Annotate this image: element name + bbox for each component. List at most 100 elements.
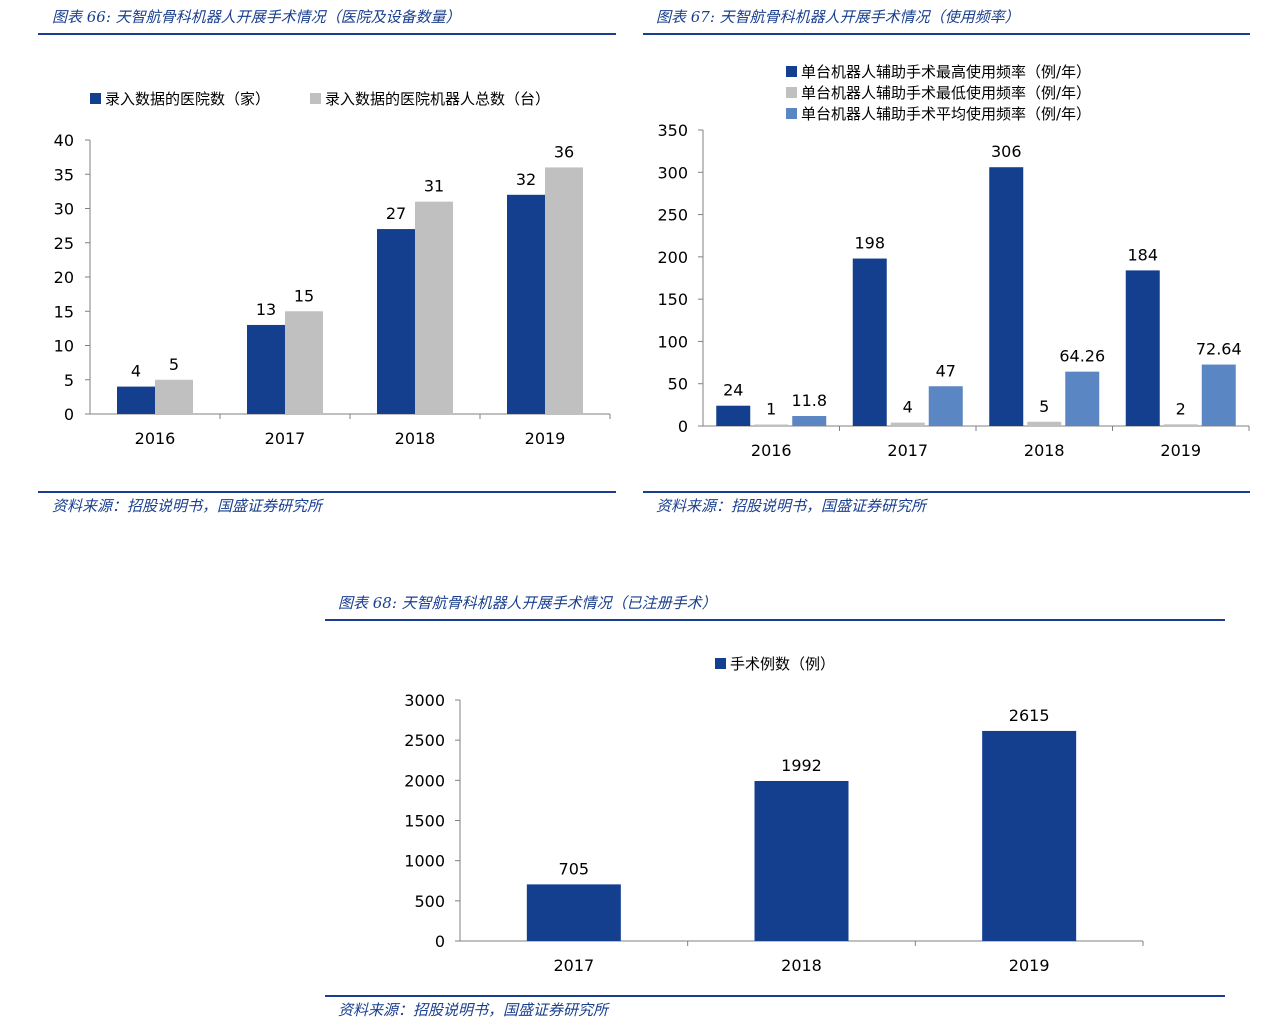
chart0-bar (377, 229, 415, 414)
chart2-x-tick-label: 2017 (553, 956, 594, 975)
chart1-y-tick-label: 150 (657, 290, 688, 309)
chart1-data-label: 4 (903, 398, 913, 417)
figure-67-source: 资料来源：招股说明书，国盛证券研究所 (656, 497, 927, 515)
chart0-y-tick-label: 35 (54, 165, 74, 184)
chart1-bar (754, 424, 789, 426)
figure-68-bottom-rule (325, 995, 1225, 997)
chart1-legend-swatch (786, 108, 797, 119)
chart1-data-label: 5 (1039, 397, 1049, 416)
chart0-legend-label: 录入数据的医院机器人总数（台） (325, 90, 550, 108)
chart2-y-tick-label: 1000 (404, 852, 445, 871)
chart1-bar (1125, 270, 1160, 426)
chart1-y-tick-label: 250 (657, 206, 688, 225)
chart0-y-tick-label: 15 (54, 302, 74, 321)
chart1-legend-label: 单台机器人辅助手术最低使用频率（例/年） (801, 84, 1091, 102)
chart1-y-tick-label: 100 (657, 332, 688, 351)
chart1-bar (928, 386, 963, 426)
chart1-bar (716, 405, 751, 426)
chart1-y-tick-label: 300 (657, 163, 688, 182)
chart0-x-tick-label: 2017 (265, 429, 306, 448)
chart1-y-tick-label: 350 (657, 121, 688, 140)
chart2-x-tick-label: 2018 (781, 956, 822, 975)
chart1-bar (792, 416, 827, 426)
chart0-y-tick-label: 25 (54, 234, 74, 253)
chart1-data-label: 2 (1176, 399, 1186, 418)
figure-67-title: 图表 67: 天智航骨科机器人开展手术情况（使用频率） (656, 8, 1020, 26)
chart1-y-tick-label: 0 (678, 417, 688, 436)
chart0-data-label: 31 (424, 177, 444, 196)
chart0-data-label: 15 (294, 286, 314, 305)
chart0-legend-swatch (310, 93, 321, 104)
chart1-x-tick-label: 2016 (751, 441, 792, 460)
chart1-bar (1065, 371, 1100, 426)
chart2-bar (982, 730, 1077, 941)
chart1-x-tick-label: 2019 (1160, 441, 1201, 460)
chart1-bar (1027, 421, 1062, 426)
figure-66-bottom-rule (38, 491, 616, 493)
figure-67-top-rule (643, 33, 1250, 35)
figure-66-top-rule (38, 33, 616, 35)
chart0-data-label: 5 (169, 355, 179, 374)
chart0-bar (285, 311, 323, 414)
chart1-legend-label: 单台机器人辅助手术平均使用频率（例/年） (801, 105, 1091, 123)
chart0-bar (117, 386, 155, 414)
chart2-y-tick-label: 500 (414, 892, 445, 911)
figure-68-source: 资料来源：招股说明书，国盛证券研究所 (338, 1001, 609, 1019)
chart1-data-label: 72.64 (1196, 340, 1242, 359)
chart0-data-label: 13 (256, 300, 276, 319)
chart0-data-label: 4 (131, 362, 141, 381)
chart1-bar (852, 258, 887, 426)
figure-66-source: 资料来源：招股说明书，国盛证券研究所 (52, 497, 323, 515)
chart1-legend-swatch (786, 87, 797, 98)
chart2-data-label: 2615 (1009, 706, 1050, 725)
chart0-bar (247, 324, 285, 414)
chart2-y-tick-label: 3000 (404, 691, 445, 710)
chart1-data-label: 47 (936, 361, 956, 380)
chart1-data-label: 184 (1127, 245, 1158, 264)
chart0-data-label: 27 (386, 204, 406, 223)
chart2-y-tick-label: 0 (435, 932, 445, 951)
chart0-legend-swatch (90, 93, 101, 104)
chart0-x-tick-label: 2016 (135, 429, 176, 448)
chart2-legend-label: 手术例数（例） (730, 655, 835, 673)
chart0-data-label: 36 (554, 142, 574, 161)
chart1-bar (1163, 424, 1198, 426)
chart2-data-label: 1992 (781, 756, 822, 775)
chart2-bar (526, 884, 621, 941)
chart1-legend-swatch (786, 66, 797, 77)
chart0-data-label: 32 (516, 170, 536, 189)
chart1-y-tick-label: 50 (668, 375, 688, 394)
chart1-data-label: 198 (854, 234, 885, 253)
chart2-y-tick-label: 2500 (404, 731, 445, 750)
chart1-data-label: 306 (991, 142, 1022, 161)
chart0-y-tick-label: 0 (64, 405, 74, 424)
chart1-data-label: 64.26 (1059, 347, 1105, 366)
chart0-bar (545, 167, 583, 414)
chart0-y-tick-label: 5 (64, 371, 74, 390)
chart1-data-label: 24 (723, 381, 743, 400)
chart2-legend-swatch (715, 658, 726, 669)
figure-68-title: 图表 68: 天智航骨科机器人开展手术情况（已注册手术） (338, 594, 717, 612)
chart2-bar (754, 780, 849, 941)
chart1-legend-label: 单台机器人辅助手术最高使用频率（例/年） (801, 63, 1091, 81)
chart2-data-label: 705 (559, 859, 590, 878)
chart1-bar (989, 167, 1024, 426)
chart1-x-tick-label: 2018 (1024, 441, 1065, 460)
chart0-legend-label: 录入数据的医院数（家） (105, 90, 270, 108)
chart1-x-tick-label: 2017 (887, 441, 928, 460)
figure-68-top-rule (325, 619, 1225, 621)
chart0-x-tick-label: 2019 (525, 429, 566, 448)
chart0-y-tick-label: 10 (54, 337, 74, 356)
chart2-y-tick-label: 2000 (404, 771, 445, 790)
figure-66-title: 图表 66: 天智航骨科机器人开展手术情况（医院及设备数量） (52, 8, 461, 26)
chart0-bar (507, 194, 545, 414)
chart1-data-label: 1 (766, 400, 776, 419)
chart0-x-tick-label: 2018 (395, 429, 436, 448)
chart1-bar (890, 422, 925, 426)
chart0-y-tick-label: 20 (54, 268, 74, 287)
chart0-y-tick-label: 30 (54, 200, 74, 219)
chart0-y-tick-label: 40 (54, 131, 74, 150)
chart0-bar (415, 201, 453, 414)
chart1-y-tick-label: 200 (657, 248, 688, 267)
